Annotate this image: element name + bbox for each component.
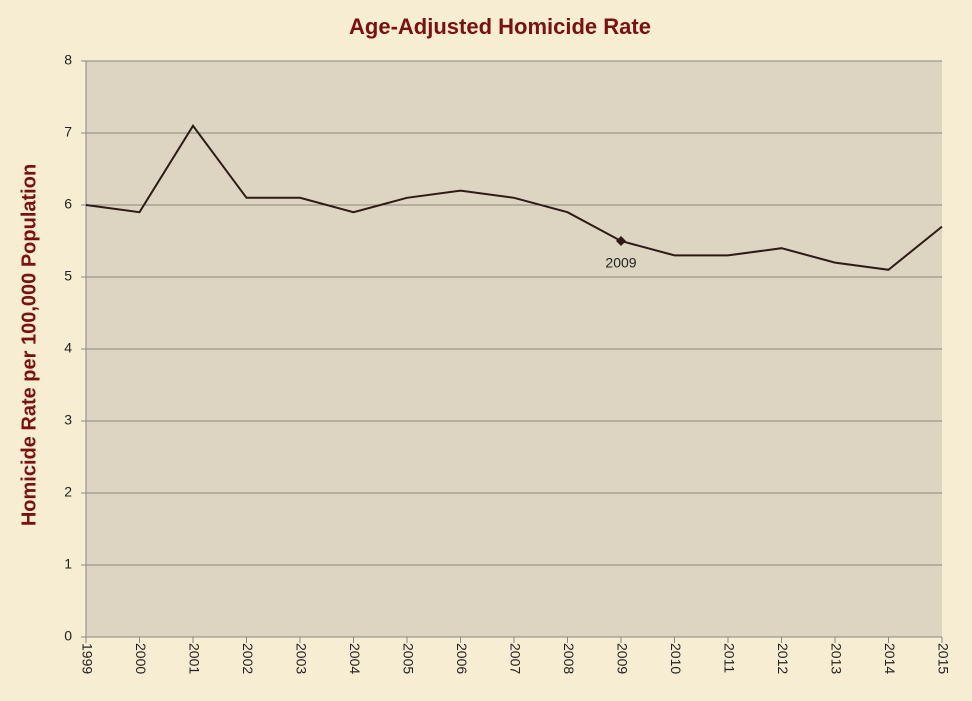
annotation: 2009 (605, 255, 636, 271)
x-tick-label: 2007 (507, 643, 523, 674)
x-tick-label: 2011 (721, 643, 737, 673)
x-tick-label: 2014 (882, 643, 898, 674)
y-tick-label: 7 (64, 124, 72, 140)
y-tick-label: 1 (64, 556, 72, 572)
x-tick-label: 2015 (935, 643, 951, 674)
y-tick-label: 6 (64, 196, 72, 212)
x-tick-label: 2010 (668, 643, 684, 674)
x-tick-label: 2003 (293, 643, 309, 674)
x-tick-label: 2008 (561, 643, 577, 674)
x-tick-label: 2009 (614, 643, 630, 674)
y-tick-label: 3 (64, 412, 72, 428)
x-tick-label: 2000 (133, 643, 149, 674)
x-tick-label: 2001 (186, 643, 202, 674)
y-tick-label: 0 (64, 628, 72, 644)
y-tick-label: 5 (64, 268, 72, 284)
x-tick-label: 2005 (400, 643, 416, 674)
data-marker (616, 236, 626, 246)
y-tick-label: 2 (64, 484, 72, 500)
x-tick-label: 1999 (79, 643, 95, 674)
x-tick-label: 2013 (828, 643, 844, 674)
x-tick-label: 2002 (240, 643, 256, 674)
data-line (85, 124, 943, 271)
x-tick-label: 2012 (775, 643, 791, 674)
y-tick-label: 8 (64, 52, 72, 68)
x-tick-label: 2004 (347, 643, 363, 674)
y-axis-label: Homicide Rate per 100,000 Population (18, 164, 40, 526)
chart-title: Age-Adjusted Homicide Rate (349, 14, 651, 39)
y-tick-label: 4 (64, 340, 72, 356)
x-tick-label: 2006 (454, 643, 470, 674)
